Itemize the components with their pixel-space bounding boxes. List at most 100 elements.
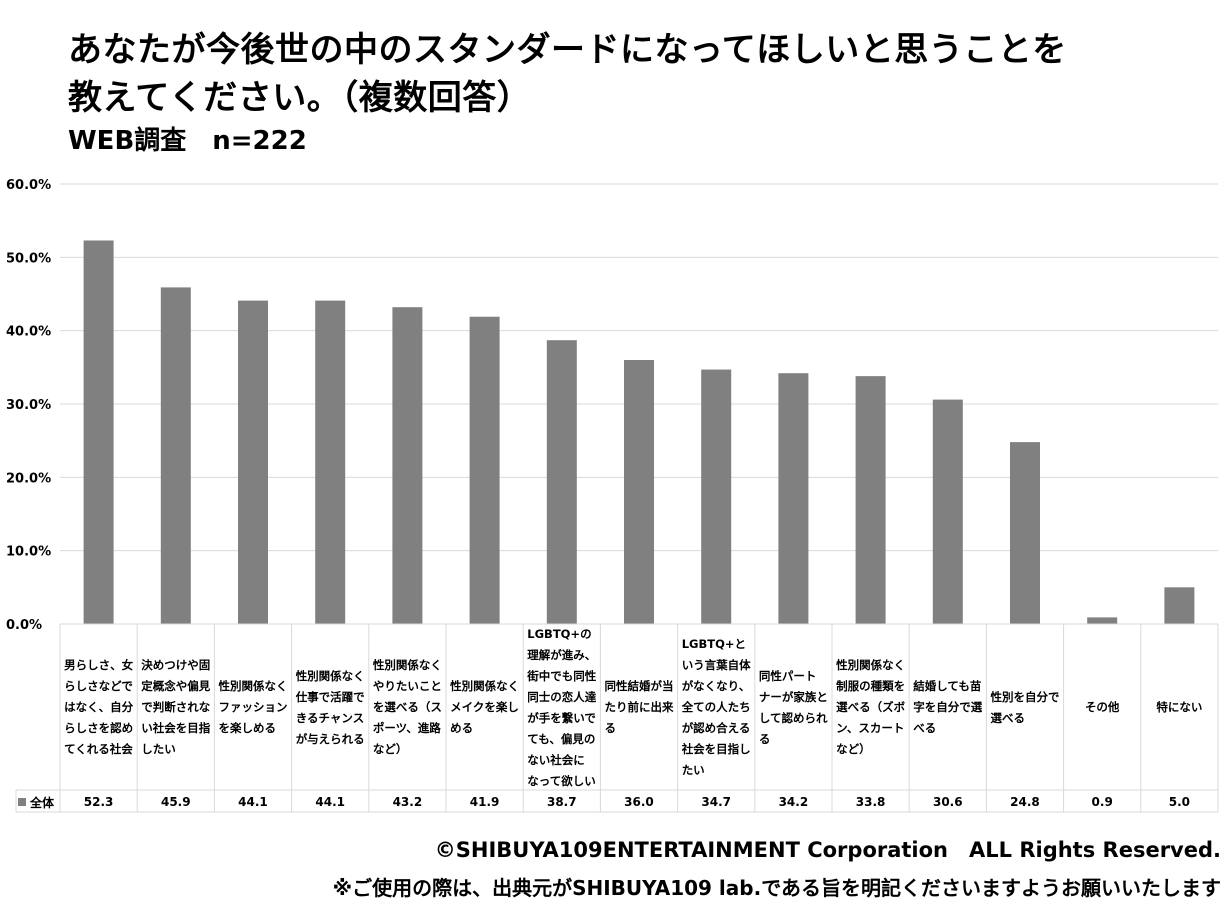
bar: [1010, 442, 1040, 624]
category-label-line: やりたいこと: [372, 679, 442, 693]
category-label-line: ポーツ、進路: [372, 721, 441, 735]
category-label: 結婚しても苗 字を自分で選 べる: [909, 625, 986, 790]
category-label: LGBTQ+と いう言葉自体 がなくなり、 全ての人たち が認め合える 社会を目指し たい: [678, 625, 755, 790]
category-label: 同性パートナーが家族と して認められる: [755, 625, 832, 790]
bar: [855, 376, 886, 624]
category-label-text: 性別を自分で 選べる: [990, 687, 1059, 729]
y-tick-label: 10.0%: [6, 545, 51, 560]
data-value-label: 24.8: [1010, 794, 1040, 809]
category-label-line: が認め合える: [681, 721, 751, 735]
data-value-label: 34.2: [778, 794, 809, 809]
category-label-line: 同士の恋人達: [527, 689, 597, 704]
bar: [624, 360, 654, 624]
data-value-label: 52.3: [83, 794, 114, 809]
bar: [160, 287, 191, 624]
category-label-line: を選べる（ス: [372, 700, 442, 714]
category-label: 性別関係なく メイクを楽し める: [446, 625, 523, 790]
category-label-line: が手を繋いで: [527, 710, 596, 725]
y-tick-label: 20.0%: [6, 471, 51, 486]
category-label-line: らしさを認め: [64, 721, 134, 735]
data-value-label: 43.2: [392, 794, 423, 809]
data-value-label: 44.1: [315, 794, 345, 809]
category-label-line: きるチャンス: [295, 710, 365, 725]
category-label: その他: [1064, 625, 1141, 790]
category-label-text: 男らしさ、女 らしさなどで はなく、自分 らしさを認め てくれる社会: [64, 655, 133, 760]
category-label: 特にない: [1141, 625, 1218, 790]
y-tick-label: 30.0%: [6, 398, 51, 413]
category-label-text: LGBTQ+の 理解が進み、 街中でも同性 同士の恋人達 が手を繋いで ても、偏見の ない社…: [527, 625, 596, 790]
category-label-line: らしさなどで: [64, 679, 133, 693]
category-label-line: が与えられる: [295, 731, 365, 746]
bar: [932, 399, 963, 624]
bar: [83, 240, 114, 624]
bar: [392, 307, 423, 624]
data-value-label: 33.8: [855, 794, 886, 809]
data-value-label: 44.1: [238, 794, 268, 809]
category-label-line: る: [604, 721, 616, 735]
category-label-line: LGBTQ+の: [527, 626, 592, 641]
category-label-line: たり前に出来: [604, 700, 674, 714]
category-label: 性別関係なく 制服の種類を 選べる（ズボ ン、スカート など）: [832, 625, 909, 790]
category-label-line: がなくなり、: [681, 679, 751, 693]
category-label-line: 同性結婚が当: [604, 679, 674, 693]
y-axis-ticks: 0.0% 10.0% 20.0% 30.0% 40.0% 50.0% 60.0%: [6, 178, 51, 633]
category-label: LGBTQ+の 理解が進み、 街中でも同性 同士の恋人達 が手を繋いで ても、偏見の ない社…: [523, 625, 600, 790]
category-label-line: ナーが家族と: [758, 689, 828, 704]
category-label-line: い社会を目指: [141, 721, 211, 735]
category-label-line: して認められ: [758, 710, 828, 725]
category-label-line: たい: [681, 763, 705, 777]
category-label-text: 性別関係なく やりたいこと を選べる（ス ポーツ、進路 など）: [373, 655, 442, 760]
category-label-line: など）: [372, 742, 408, 756]
category-label-line: その他: [1084, 700, 1120, 714]
category-label-line: 制服の種類を: [836, 679, 906, 693]
bar: [546, 340, 577, 624]
y-tick-label: 40.0%: [6, 325, 51, 340]
category-label-line: なって欲しい: [527, 773, 596, 788]
bar: [315, 300, 346, 624]
category-label-line: など）: [836, 742, 871, 756]
chart-subtitle: WEB調査 n=222: [68, 126, 307, 156]
category-label-line: 性別関係なく: [295, 668, 365, 683]
category-label-text: 性別関係なく メイクを楽し める: [450, 676, 519, 739]
bar: [701, 369, 732, 624]
category-label-text: その他: [1085, 697, 1120, 718]
category-label: 決めつけや固 定概念や偏見 で判断されな い社会を目指 したい: [137, 625, 214, 790]
data-value-label: 34.7: [701, 794, 731, 809]
category-label-line: 性別関係なく: [836, 658, 906, 672]
data-value-label: 5.0: [1168, 794, 1191, 809]
category-label-line: 全ての人たち: [681, 700, 751, 714]
y-tick-label: 60.0%: [6, 178, 51, 193]
category-label-line: 結婚しても苗: [913, 679, 982, 693]
category-label-text: 性別関係なく ファッション を楽しめる: [218, 676, 287, 739]
category-label-line: 決めつけや固: [141, 658, 211, 672]
legend-key: 全体: [18, 792, 54, 812]
bar: [469, 316, 500, 624]
category-label-line: いう言葉自体: [681, 658, 751, 672]
bar: [238, 300, 268, 624]
category-label-line: る: [758, 731, 771, 746]
category-label-line: 同性パート: [758, 668, 817, 683]
category-label: 性別関係なく 仕事で活躍で きるチャンス が与えられる: [292, 625, 369, 790]
chart-title-line1: あなたが今後世の中のスタンダードになってほしいと思うことを: [68, 30, 1067, 70]
category-label-text: 同性パートナーが家族と して認められる: [759, 666, 828, 750]
category-label-line: はなく、自分: [64, 700, 134, 714]
category-label-text: 性別関係なく 仕事で活躍で きるチャンス が与えられる: [296, 666, 365, 750]
category-label-line: 選べる: [990, 710, 1025, 725]
category-label-line: ても、偏見の: [527, 731, 596, 746]
category-label-line: 男らしさ、女: [64, 658, 134, 672]
category-label-line: 選べる（ズボ: [836, 700, 906, 714]
category-label-line: てくれる社会: [64, 742, 133, 756]
category-label: 性別関係なく ファッション を楽しめる: [214, 625, 291, 790]
category-label-text: 同性結婚が当 たり前に出来る: [604, 676, 673, 739]
data-value-label: 45.9: [160, 794, 191, 809]
data-value-label: 36.0: [624, 794, 654, 809]
bar: [1087, 617, 1118, 624]
category-label-line: 定概念や偏見: [141, 679, 211, 693]
category-label-line: 性別を自分で: [990, 689, 1060, 704]
bars: [83, 240, 1195, 624]
legend-swatch: [18, 798, 26, 806]
usage-notice: ※ご使用の際は、出典元がSHIBUYA109 lab.である旨を明記くださいます…: [332, 876, 1221, 900]
category-label-line: 性別関係なく: [218, 679, 288, 693]
category-label-line: 性別関係なく: [450, 679, 520, 693]
